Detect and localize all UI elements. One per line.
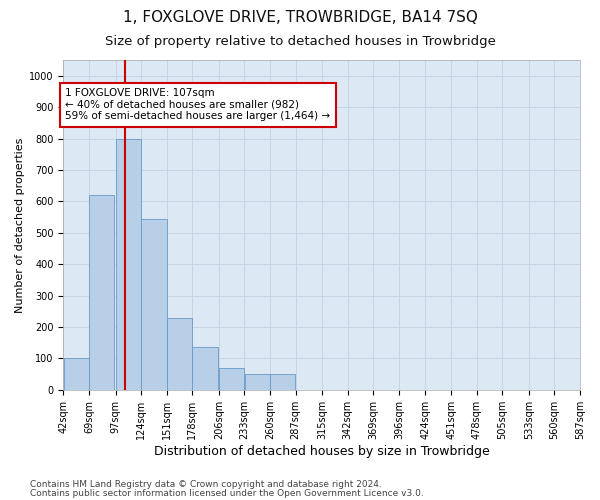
- Bar: [116, 138, 141, 390]
- Bar: [270, 374, 295, 390]
- Y-axis label: Number of detached properties: Number of detached properties: [15, 137, 25, 312]
- Bar: [245, 374, 270, 390]
- Bar: [141, 218, 167, 390]
- Bar: [219, 368, 244, 390]
- Text: Size of property relative to detached houses in Trowbridge: Size of property relative to detached ho…: [104, 35, 496, 48]
- Text: 1 FOXGLOVE DRIVE: 107sqm
← 40% of detached houses are smaller (982)
59% of semi-: 1 FOXGLOVE DRIVE: 107sqm ← 40% of detach…: [65, 88, 331, 122]
- Text: Contains HM Land Registry data © Crown copyright and database right 2024.: Contains HM Land Registry data © Crown c…: [30, 480, 382, 489]
- Bar: [64, 358, 89, 390]
- X-axis label: Distribution of detached houses by size in Trowbridge: Distribution of detached houses by size …: [154, 444, 490, 458]
- Bar: [193, 348, 218, 390]
- Text: 1, FOXGLOVE DRIVE, TROWBRIDGE, BA14 7SQ: 1, FOXGLOVE DRIVE, TROWBRIDGE, BA14 7SQ: [122, 10, 478, 25]
- Bar: [89, 195, 115, 390]
- Bar: [167, 318, 192, 390]
- Text: Contains public sector information licensed under the Open Government Licence v3: Contains public sector information licen…: [30, 488, 424, 498]
